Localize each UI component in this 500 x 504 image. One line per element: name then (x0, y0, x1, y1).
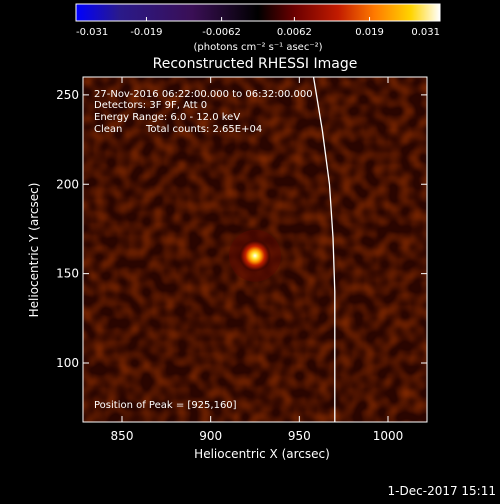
plot-frame (82, 76, 428, 423)
solar-limb-curve (312, 77, 336, 422)
peak-source (239, 239, 271, 272)
y-tick-label: 200 (56, 177, 79, 191)
colorbar-frame (75, 3, 441, 22)
y-tick-label: 100 (56, 356, 79, 370)
x-tick-label: 1000 (373, 429, 404, 443)
annotation-total-counts: Total counts: 2.65E+04 (145, 124, 262, 135)
colorbar-tick-label: -0.031 (76, 27, 108, 38)
y-tick-label: 250 (56, 88, 79, 102)
colorbar-tick-label: -0.0062 (202, 27, 241, 38)
annotation-detectors: Detectors: 3F 9F, Att 0 (94, 100, 207, 111)
annotation-energy-range: Energy Range: 6.0 - 12.0 keV (94, 112, 240, 123)
peak-source-layer (229, 229, 281, 282)
colorbar (76, 4, 440, 21)
colorbar-tick-label: 0.0062 (277, 27, 312, 38)
annotation-peak-position: Position of Peak = [925,160] (94, 400, 237, 411)
x-tick-label: 900 (199, 429, 222, 443)
footer-date: 1-Dec-2017 15:11 (388, 484, 496, 498)
x-tick-label: 850 (111, 429, 134, 443)
colorbar-ticks: -0.031 -0.019 -0.0062 0.0062 0.019 0.031 (75, 17, 441, 38)
x-axis-ticks: 850 900 950 1000 (111, 77, 404, 443)
colorbar-unit-label: (photons cm⁻² s⁻¹ asec⁻²) (193, 42, 322, 53)
colorbar-tick-label: -0.019 (130, 27, 162, 38)
colorbar-tick-label: 0.031 (411, 27, 440, 38)
x-axis-label: Heliocentric X (arcsec) (194, 447, 330, 461)
image-area (83, 77, 427, 422)
y-axis-ticks: 100 150 200 250 (56, 88, 427, 370)
annotation-time-range: 27-Nov-2016 06:22:00.000 to 06:32:00.000 (94, 89, 313, 100)
chart-title: Reconstructed RHESSI Image (153, 56, 358, 72)
colorbar-tick-label: 0.019 (355, 27, 384, 38)
annotation-method: Clean (94, 124, 122, 135)
y-tick-label: 150 (56, 267, 79, 281)
y-axis-label: Heliocentric Y (arcsec) (27, 183, 41, 318)
x-tick-label: 950 (288, 429, 311, 443)
